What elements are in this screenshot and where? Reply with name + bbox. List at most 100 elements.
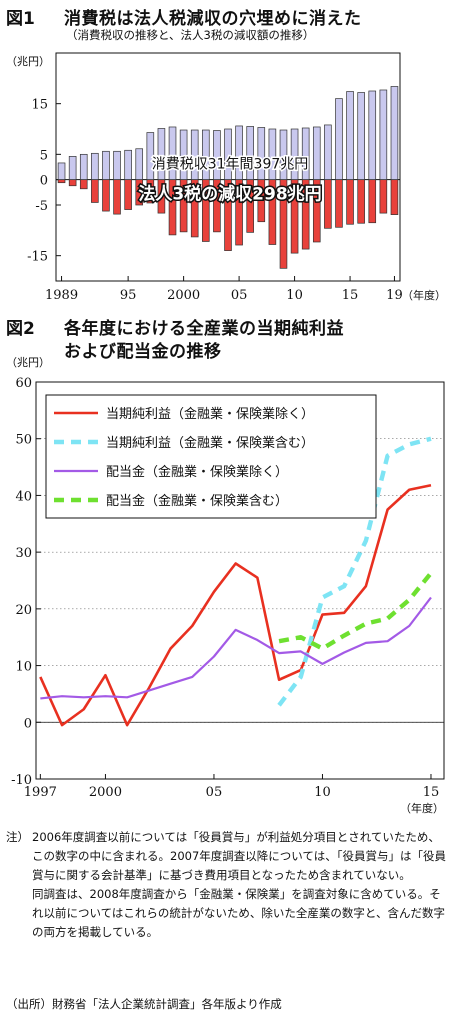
fig2-y-tick-label: 40 [15,489,32,504]
fig1-y-tick-label: -15 [27,250,48,265]
corporate-tax-cut-bar [390,179,399,215]
dividend-excl-finance-line [40,596,432,700]
fig1-y-tick-label: 0 [40,174,48,189]
fig1-annotation-consumption: 消費税収31年間397兆円 [152,157,309,173]
dividend-incl-finance-line [278,571,433,651]
fig1-subtitle: （消費税収の推移と、法人3税の減収額の推移） [66,28,315,42]
corporate-tax-cut-bar [335,179,343,228]
corporate-tax-cut-bar [146,179,155,204]
corporate-tax-cut-bar [168,179,177,236]
corporate-tax-cut-bar [179,179,188,233]
corporate-tax-cut-bar [279,179,288,269]
corporate-tax-cut-bar [312,179,321,243]
consumption-tax-bar [324,124,332,181]
consumption-tax-bar [68,156,77,181]
fig2-x-tick-label: 10 [314,785,331,800]
corporate-tax-cut-bar [224,179,232,251]
corporate-tax-cut-bar [246,179,254,233]
legend-label-dividend-incl-finance-line: 配当金（金融業・保険業含む） [106,493,288,509]
fig1-x-tick-label: 10 [286,288,303,303]
legend-label-profit-incl-finance-line: 当期純利益（金融業・保険業含む） [106,435,314,451]
consumption-tax-bar [102,150,110,181]
fig1-y-tick-label: -5 [35,199,48,214]
consumption-tax-bar [57,162,66,181]
corporate-tax-cut-bar [301,179,310,250]
corporate-tax-cut-bar [124,179,132,210]
fig2-y-unit: （兆円） [6,356,50,369]
fig1-labels: （兆円） 15 5 0 -5 -15 1989 95 2000 05 10 15 19 （年度） 消費税収3… [6,55,446,303]
consumption-tax-bar [124,149,132,181]
corporate-tax-cut-bar [324,179,332,229]
fig2-plot-frame [35,381,445,780]
fig1-y-unit: （兆円） [6,55,50,68]
fig2-legend: 当期純利益（金融業・保険業除く） 当期純利益（金融業・保険業含む） 配当金（金融業・… [45,394,377,519]
fig1-x-tick-label: 1989 [45,288,78,303]
consumption-tax-bar [113,150,121,181]
consumption-tax-bar [379,89,388,181]
fig2-y-tick-label: 20 [15,603,32,618]
corporate-tax-cut-bar [257,179,266,223]
fig2-x-unit: （年度） [400,801,444,815]
corporate-tax-cut-bar [79,179,88,190]
legend-label-profit-excl-finance-line: 当期純利益（金融業・保険業除く） [106,406,314,422]
fig2-x-tick-label: 05 [206,785,223,800]
corporate-tax-cut-bar [68,179,77,187]
fig2-x-tick-label: 1997 [24,785,57,800]
fig2-y-tick-label: 10 [15,660,32,675]
fig2-title-line2: および配当金の推移 [64,342,222,362]
fig2-y-tick-label: -10 [11,773,32,788]
corporate-tax-cut-bar [157,179,166,214]
note-paragraph-2: 同調査は、2008年度調査から「金融業・保険業」を調査対象に含めている。それ以前… [32,887,445,939]
note-paragraph-1: 2006年度調査以前については「役員賞与」が利益処分項目とされていたため、この数… [32,830,446,882]
consumption-tax-bar [390,86,399,181]
consumption-tax-bar [312,126,321,181]
fig1-x-tick-label: 19 [386,288,403,303]
consumption-tax-bar [135,148,144,181]
corporate-tax-cut-bar [202,179,210,242]
source-note: （出所）財務省「法人企業統計調査」各年版より作成 [6,997,282,1011]
fig1-x-tick-label: 15 [342,288,359,303]
consumption-tax-bar [335,98,343,181]
corporate-tax-cut-bar [135,179,144,206]
fig2-title-line1: 各年度における全産業の当期純利益 [64,319,344,339]
fig1-plot-frame [55,52,401,282]
fig1-y-tick-label: 5 [40,148,48,163]
corporate-tax-cut-bar [102,179,110,212]
corporate-tax-cut-bar [290,179,299,254]
corporate-tax-cut-bar [357,179,365,224]
profit-excl-finance-line [39,483,432,727]
fig2-x-tick-label: 2000 [89,785,122,800]
corporate-tax-cut-bar [113,179,121,215]
fig1-number: 図1 [6,9,35,29]
fig1-y-tick-label: 15 [31,98,48,113]
corporate-tax-cut-bar [190,179,199,238]
corporate-tax-cut-bar [346,179,354,225]
consumption-tax-bar [368,90,377,181]
fig1-x-unit: （年度） [402,288,446,302]
fig2-y-tick-label: 0 [24,716,32,731]
corporate-tax-cut-bar [368,179,377,224]
fig2-y-tick-label: 50 [15,433,32,448]
corporate-tax-cut-bar [213,179,221,233]
legend-label-dividend-excl-finance-line: 配当金（金融業・保険業除く） [106,464,288,480]
fig2-y-tick-label: 30 [15,546,32,561]
fig1-title: 消費税は法人税減収の穴埋めに消えた [64,9,362,29]
fig1-x-tick-label: 05 [231,288,248,303]
fig2-x-tick-label: 15 [423,785,440,800]
notes: 注） 2006年度調査以前については「役員賞与」が利益処分項目とされていたため、… [6,828,446,942]
corporate-tax-cut-bar [235,179,243,246]
consumption-tax-bar [79,153,88,181]
fig2-y-tick-label: 60 [15,376,32,391]
consumption-tax-bar [91,152,99,181]
fig1-x-tick-label: 2000 [167,288,200,303]
fig2-lines [39,436,433,727]
corporate-tax-cut-bar [379,179,388,214]
fig2-number: 図2 [6,319,35,339]
fig1-bars [57,86,399,269]
fig1-bar-chart: （兆円） 15 5 0 -5 -15 1989 95 2000 05 10 15 19 （年度） 消費税収3… [6,52,446,303]
consumption-tax-bar [357,92,365,181]
corporate-tax-cut-bar [91,179,99,203]
fig1-x-tick-label: 95 [120,288,137,303]
corporate-tax-cut-bar [57,179,66,184]
